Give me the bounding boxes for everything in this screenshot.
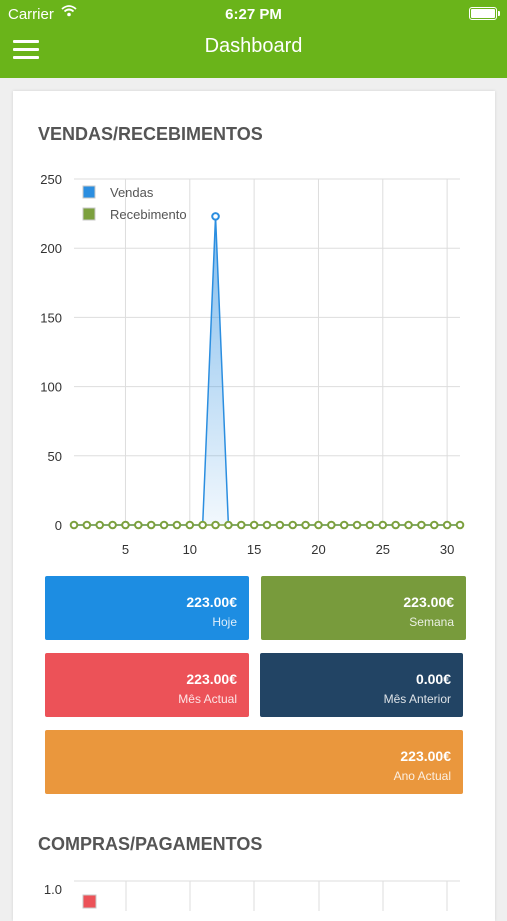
carrier-label: Carrier bbox=[8, 6, 54, 23]
recebimento-point bbox=[417, 520, 426, 530]
recebimento-point bbox=[82, 520, 92, 530]
recebimento-point bbox=[327, 520, 336, 530]
recebimento-point bbox=[134, 520, 143, 530]
today-label: Hoje bbox=[212, 615, 237, 629]
vendas-area bbox=[74, 216, 460, 526]
clock: 6:27 PM bbox=[225, 6, 282, 23]
wifi-icon bbox=[61, 4, 77, 21]
y-tick-label: 200 bbox=[40, 241, 62, 256]
recebimento-point bbox=[108, 520, 117, 530]
recebimento-point bbox=[198, 520, 207, 530]
purchases-y-tick: 1.0 bbox=[44, 882, 62, 897]
current-month-tile[interactable]: 223.00€ Mês Actual bbox=[45, 653, 249, 717]
recebimento-point bbox=[455, 520, 465, 530]
legend-swatch-recebimento bbox=[82, 207, 96, 221]
week-label: Semana bbox=[409, 615, 454, 629]
y-tick-label: 0 bbox=[55, 518, 62, 533]
recebimento-point bbox=[429, 520, 439, 530]
recebimento-point bbox=[314, 520, 323, 530]
previous-month-amount: 0.00€ bbox=[415, 671, 451, 687]
current-year-amount: 223.00€ bbox=[400, 748, 451, 764]
week-amount: 223.00€ bbox=[403, 594, 454, 610]
recebimento-point bbox=[224, 520, 233, 530]
recebimento-point bbox=[172, 520, 182, 530]
recebimento-point bbox=[159, 520, 169, 530]
recebimento-point bbox=[301, 520, 310, 530]
nav-bar: Dashboard bbox=[0, 28, 507, 78]
recebimento-point bbox=[69, 520, 79, 530]
y-tick-label: 150 bbox=[40, 310, 62, 325]
legend-label-vendas: Vendas bbox=[110, 185, 154, 200]
recebimento-point bbox=[442, 520, 452, 530]
x-tick-label: 5 bbox=[122, 542, 129, 557]
recebimento-point bbox=[211, 520, 220, 530]
purchases-section-title: COMPRAS/PAGAMENTOS bbox=[38, 834, 263, 854]
purchases-grid bbox=[74, 880, 460, 911]
legend-swatch-vendas bbox=[82, 185, 96, 199]
sales-chart: 0 50 100 150 200 250 5 10 15 20 25 30 Vendas Recebime… bbox=[40, 172, 465, 557]
legend-label-recebimento: Recebimento bbox=[110, 207, 187, 222]
current-month-amount: 223.00€ bbox=[186, 671, 237, 687]
recebimento-point bbox=[391, 520, 400, 530]
current-month-label: Mês Actual bbox=[178, 692, 237, 706]
vendas-line bbox=[74, 216, 460, 526]
recebimento-point bbox=[404, 520, 413, 530]
week-tile[interactable]: 223.00€ Semana bbox=[261, 576, 466, 640]
sales-section-title: VENDAS/RECEBIMENTOS bbox=[38, 124, 263, 144]
today-amount: 223.00€ bbox=[186, 594, 237, 610]
recebimento-point bbox=[236, 520, 246, 530]
x-tick-label: 10 bbox=[183, 542, 197, 557]
recebimento-point bbox=[185, 520, 195, 530]
x-tick-label: 15 bbox=[247, 542, 261, 557]
recebimento-point bbox=[378, 520, 388, 530]
hamburger-menu-icon[interactable] bbox=[13, 40, 39, 60]
recebimento-point bbox=[339, 520, 349, 530]
y-tick-label: 100 bbox=[40, 380, 62, 395]
recebimento-point bbox=[275, 520, 285, 530]
recebimento-point bbox=[365, 520, 375, 530]
x-tick-label: 25 bbox=[376, 542, 390, 557]
purchases-legend-swatch bbox=[82, 894, 97, 909]
purchases-chart: 1.0 bbox=[44, 880, 460, 911]
recebimento-point bbox=[352, 520, 362, 530]
recebimento-point bbox=[121, 520, 130, 530]
x-tick-label: 20 bbox=[311, 542, 325, 557]
page-title: Dashboard bbox=[204, 35, 303, 57]
dashboard-card: VENDAS/RECEBIMENTOS 0 50 100 150 200 250 5 10 15… bbox=[13, 91, 495, 921]
recebimento-point bbox=[95, 520, 105, 530]
recebimento-point bbox=[288, 520, 298, 530]
battery-icon bbox=[469, 7, 500, 20]
current-year-label: Ano Actual bbox=[393, 769, 451, 783]
previous-month-tile[interactable]: 0.00€ Mês Anterior bbox=[260, 653, 463, 717]
recebimento-point bbox=[249, 520, 259, 530]
previous-month-label: Mês Anterior bbox=[383, 692, 451, 706]
current-year-tile[interactable]: 223.00€ Ano Actual bbox=[45, 730, 463, 794]
recebimento-point bbox=[146, 520, 156, 530]
y-tick-label: 50 bbox=[48, 449, 62, 464]
status-bar: Carrier 6:27 PM bbox=[0, 0, 507, 28]
recebimento-point bbox=[262, 520, 272, 530]
y-tick-label: 250 bbox=[40, 172, 62, 187]
x-tick-label: 30 bbox=[440, 542, 454, 557]
vendas-point bbox=[211, 212, 220, 221]
today-tile[interactable]: 223.00€ Hoje bbox=[45, 576, 249, 640]
